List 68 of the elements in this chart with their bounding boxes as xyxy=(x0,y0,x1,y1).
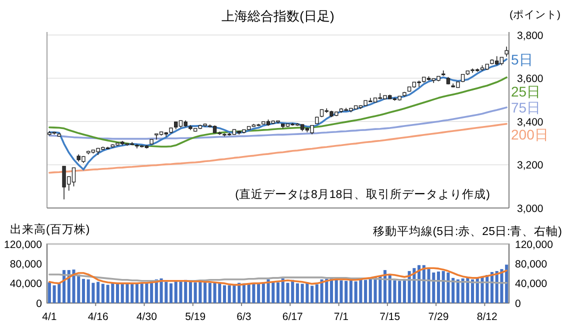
bar xyxy=(505,264,508,303)
x-tick-label: 4/30 xyxy=(136,310,158,323)
bar xyxy=(101,284,104,303)
x-tick-label: 6/3 xyxy=(236,310,252,323)
bar xyxy=(116,282,120,303)
candlestick xyxy=(504,46,508,58)
x-tick-label: 7/1 xyxy=(334,310,349,323)
bar xyxy=(456,279,460,303)
y-tick-label: 3,200 xyxy=(517,160,544,172)
bar xyxy=(188,282,192,303)
x-tick-label: 7/29 xyxy=(428,310,449,323)
bar xyxy=(402,278,406,303)
bar xyxy=(150,281,154,303)
series-label: 200日 xyxy=(511,126,548,143)
bar xyxy=(368,278,372,303)
bar xyxy=(48,282,51,303)
y-axis-title: 出来高(百万株) xyxy=(10,222,90,236)
line-series xyxy=(48,76,508,148)
bar xyxy=(349,279,352,303)
bar xyxy=(310,286,314,303)
bar xyxy=(257,284,260,303)
bar xyxy=(364,280,368,303)
bar xyxy=(135,283,138,303)
annotation: (直近データは8月18日、取引所データより作成) xyxy=(235,188,490,202)
y-tick-label: 3,000 xyxy=(517,202,544,215)
bar xyxy=(242,283,246,303)
bar xyxy=(398,280,402,303)
bar xyxy=(296,283,299,303)
bar xyxy=(208,282,212,303)
text: 移動平均線(5日:赤、25日:青、右軸) xyxy=(372,225,562,238)
series-label: 5日 xyxy=(511,51,533,68)
y-tick-label: 120,000 xyxy=(4,238,42,251)
bar xyxy=(262,282,265,303)
bar xyxy=(184,280,188,303)
bar xyxy=(238,282,241,303)
y-tick-label: 40,000 xyxy=(10,278,42,290)
chart-title: 上海総合指数(日足) xyxy=(222,8,334,24)
x-tick-label: 8/12 xyxy=(476,310,498,323)
series-label: 25日 xyxy=(511,83,541,100)
bar xyxy=(436,272,440,303)
y-tick-label: 80,000 xyxy=(10,258,42,270)
bar xyxy=(204,280,207,303)
y-tick-label: 0 xyxy=(36,298,42,310)
bar xyxy=(276,282,280,303)
line-series xyxy=(48,274,508,284)
line-series xyxy=(48,58,508,170)
bar xyxy=(344,280,348,303)
bar xyxy=(82,278,85,303)
line-series xyxy=(48,267,508,286)
x-tick-label: 5/19 xyxy=(185,310,206,323)
series-label: 75日 xyxy=(511,99,541,116)
line-series xyxy=(48,106,508,140)
bar xyxy=(315,284,318,303)
x-tick-label: 7/15 xyxy=(380,310,400,323)
bar xyxy=(452,278,455,303)
y-axis-title: (ポイント) xyxy=(510,8,560,21)
bar xyxy=(471,279,474,303)
bar xyxy=(170,283,173,303)
x-tick-label: 4/16 xyxy=(88,310,108,323)
y-tick-label: 3,400 xyxy=(517,116,544,128)
x-tick-label: 4/1 xyxy=(42,310,57,323)
y-tick-label: 3,800 xyxy=(517,30,544,42)
x-tick-label: 6/17 xyxy=(282,310,303,323)
y-tick-label: 3,600 xyxy=(517,73,544,86)
bar xyxy=(223,285,226,303)
bar xyxy=(130,284,134,303)
bar xyxy=(291,280,294,303)
bar xyxy=(96,282,100,303)
